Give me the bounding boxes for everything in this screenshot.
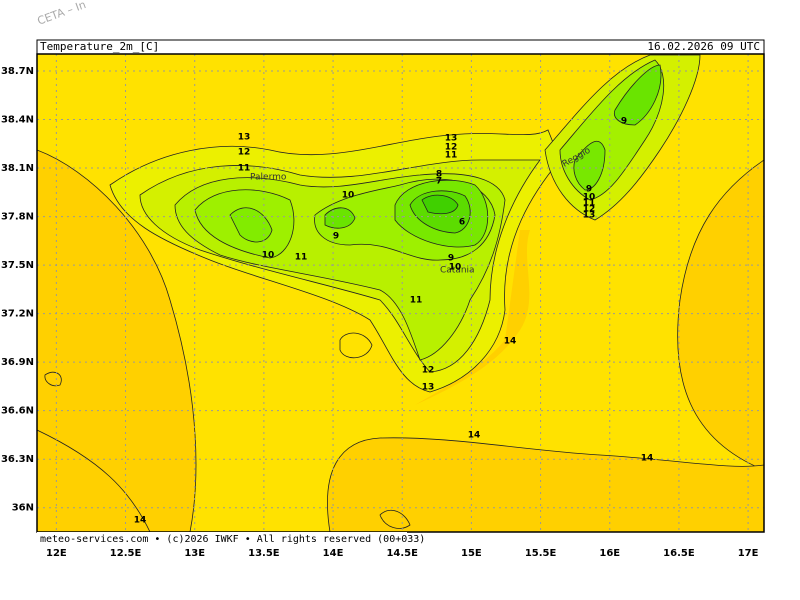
contour-label: 12	[583, 205, 596, 215]
contour-label: 12	[422, 366, 435, 376]
x-tick-label: 13.5E	[248, 548, 280, 559]
valid-time: 16.02.2026 09 UTC	[647, 40, 760, 53]
contour-label: 13	[422, 383, 435, 393]
y-tick-label: 36.9N	[1, 357, 34, 368]
map-title: Temperature_2m_[C]	[40, 40, 159, 53]
contour-label: 14	[134, 516, 147, 526]
x-tick-label: 14E	[323, 548, 344, 559]
contour-label: 14	[468, 431, 481, 441]
contour-label: 8	[436, 170, 442, 180]
x-tick-label: 13E	[184, 548, 205, 559]
x-tick-label: 16E	[599, 548, 620, 559]
contour-label: 11	[238, 164, 251, 174]
contour-label: 7	[436, 177, 442, 187]
copyright: meteo-services.com • (c)2026 IWKF • All …	[40, 534, 425, 545]
contour-label: 9	[448, 254, 454, 264]
y-tick-label: 38.7N	[1, 66, 34, 77]
contour-label: 13	[445, 134, 458, 144]
contour-label: 13	[583, 211, 596, 221]
contour-label: 6	[459, 218, 465, 228]
y-tick-label: 38.4N	[1, 115, 34, 126]
y-tick-label: 38.1N	[1, 163, 34, 174]
contour-label: 12	[445, 143, 458, 153]
x-tick-label: 15E	[461, 548, 482, 559]
contour-label: 11	[410, 296, 423, 306]
contour-label: 10	[449, 263, 462, 273]
y-tick-label: 37.5N	[1, 260, 34, 271]
x-tick-label: 15.5E	[525, 548, 557, 559]
contour-label: 10	[583, 193, 596, 203]
contour-label: 9	[586, 185, 592, 195]
place-name: Palermo	[250, 173, 287, 183]
contour-label: 11	[295, 253, 308, 263]
contour-label: 10	[262, 251, 275, 261]
contour-label: 11	[445, 151, 458, 161]
watermark: CETA – In	[36, 0, 88, 28]
x-tick-label: 14.5E	[386, 548, 418, 559]
footer-box	[37, 532, 407, 545]
contour-label: 10	[342, 191, 355, 201]
contour-label: 14	[504, 337, 517, 347]
y-tick-label: 37.8N	[1, 212, 34, 223]
x-tick-label: 16.5E	[663, 548, 695, 559]
contour-label: 9	[333, 232, 339, 242]
y-tick-label: 37.2N	[1, 309, 34, 320]
contour-label: 13	[238, 133, 251, 143]
contour-label: 11	[583, 199, 596, 209]
contour-label: 12	[238, 148, 251, 158]
graticule	[37, 54, 764, 532]
x-tick-label: 17E	[738, 548, 759, 559]
x-tick-label: 12E	[46, 548, 67, 559]
x-tick-label: 12.5E	[110, 548, 142, 559]
y-tick-label: 36.6N	[1, 406, 34, 417]
field	[37, 54, 764, 532]
contour-label: 9	[621, 117, 627, 127]
y-tick-label: 36.3N	[1, 454, 34, 465]
place-name: Catania	[440, 266, 475, 276]
contour-label: 14	[641, 454, 654, 464]
y-tick-label: 36N	[12, 503, 34, 514]
